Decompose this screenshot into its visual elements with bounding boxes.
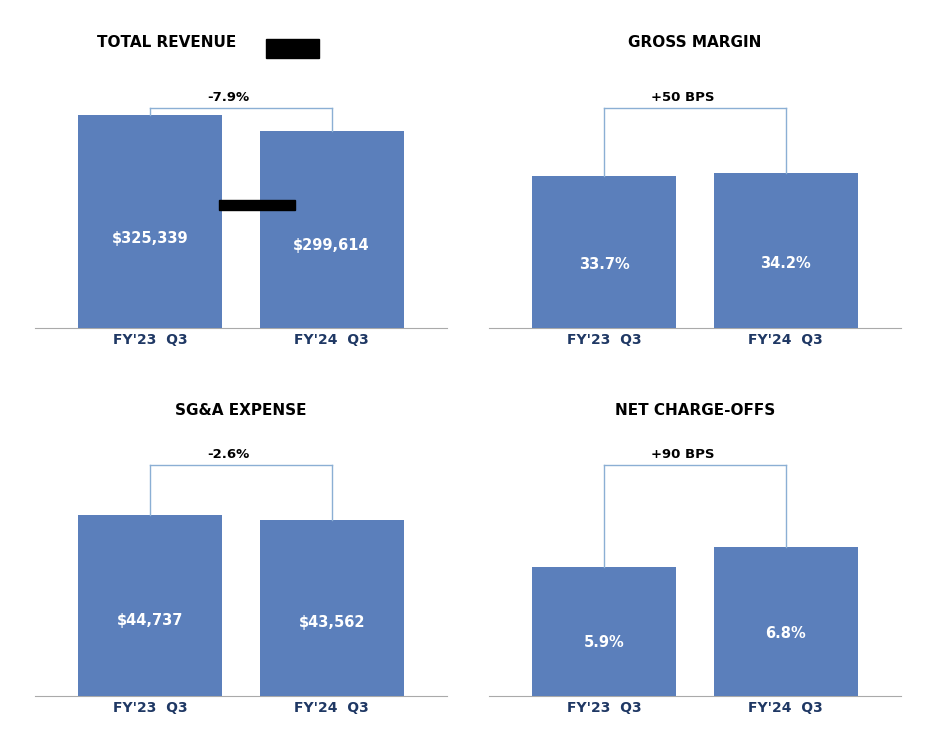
Bar xyxy=(259,520,403,697)
FancyBboxPatch shape xyxy=(266,39,319,58)
FancyBboxPatch shape xyxy=(220,200,295,211)
Text: -7.9%: -7.9% xyxy=(208,91,250,104)
Bar xyxy=(713,548,858,697)
Bar xyxy=(533,176,677,328)
Text: -2.6%: -2.6% xyxy=(208,448,250,461)
Text: SG&A EXPENSE: SG&A EXPENSE xyxy=(175,403,307,418)
Text: 33.7%: 33.7% xyxy=(579,256,630,272)
Text: 6.8%: 6.8% xyxy=(766,626,806,641)
Bar xyxy=(78,115,223,328)
Bar xyxy=(533,567,677,697)
Text: +50 BPS: +50 BPS xyxy=(651,91,714,104)
Text: 34.2%: 34.2% xyxy=(760,256,812,271)
Text: $299,614: $299,614 xyxy=(293,238,370,254)
Text: TOTAL REVENUE: TOTAL REVENUE xyxy=(97,34,236,50)
Bar xyxy=(78,515,223,697)
Text: $43,562: $43,562 xyxy=(299,615,365,630)
Bar xyxy=(259,131,403,328)
Text: +90 BPS: +90 BPS xyxy=(651,448,714,461)
Text: $44,737: $44,737 xyxy=(117,613,183,628)
Text: NET CHARGE-OFFS: NET CHARGE-OFFS xyxy=(615,403,775,418)
Bar xyxy=(713,173,858,328)
Text: GROSS MARGIN: GROSS MARGIN xyxy=(628,34,762,50)
Text: 5.9%: 5.9% xyxy=(584,634,624,650)
Text: $325,339: $325,339 xyxy=(112,231,188,246)
